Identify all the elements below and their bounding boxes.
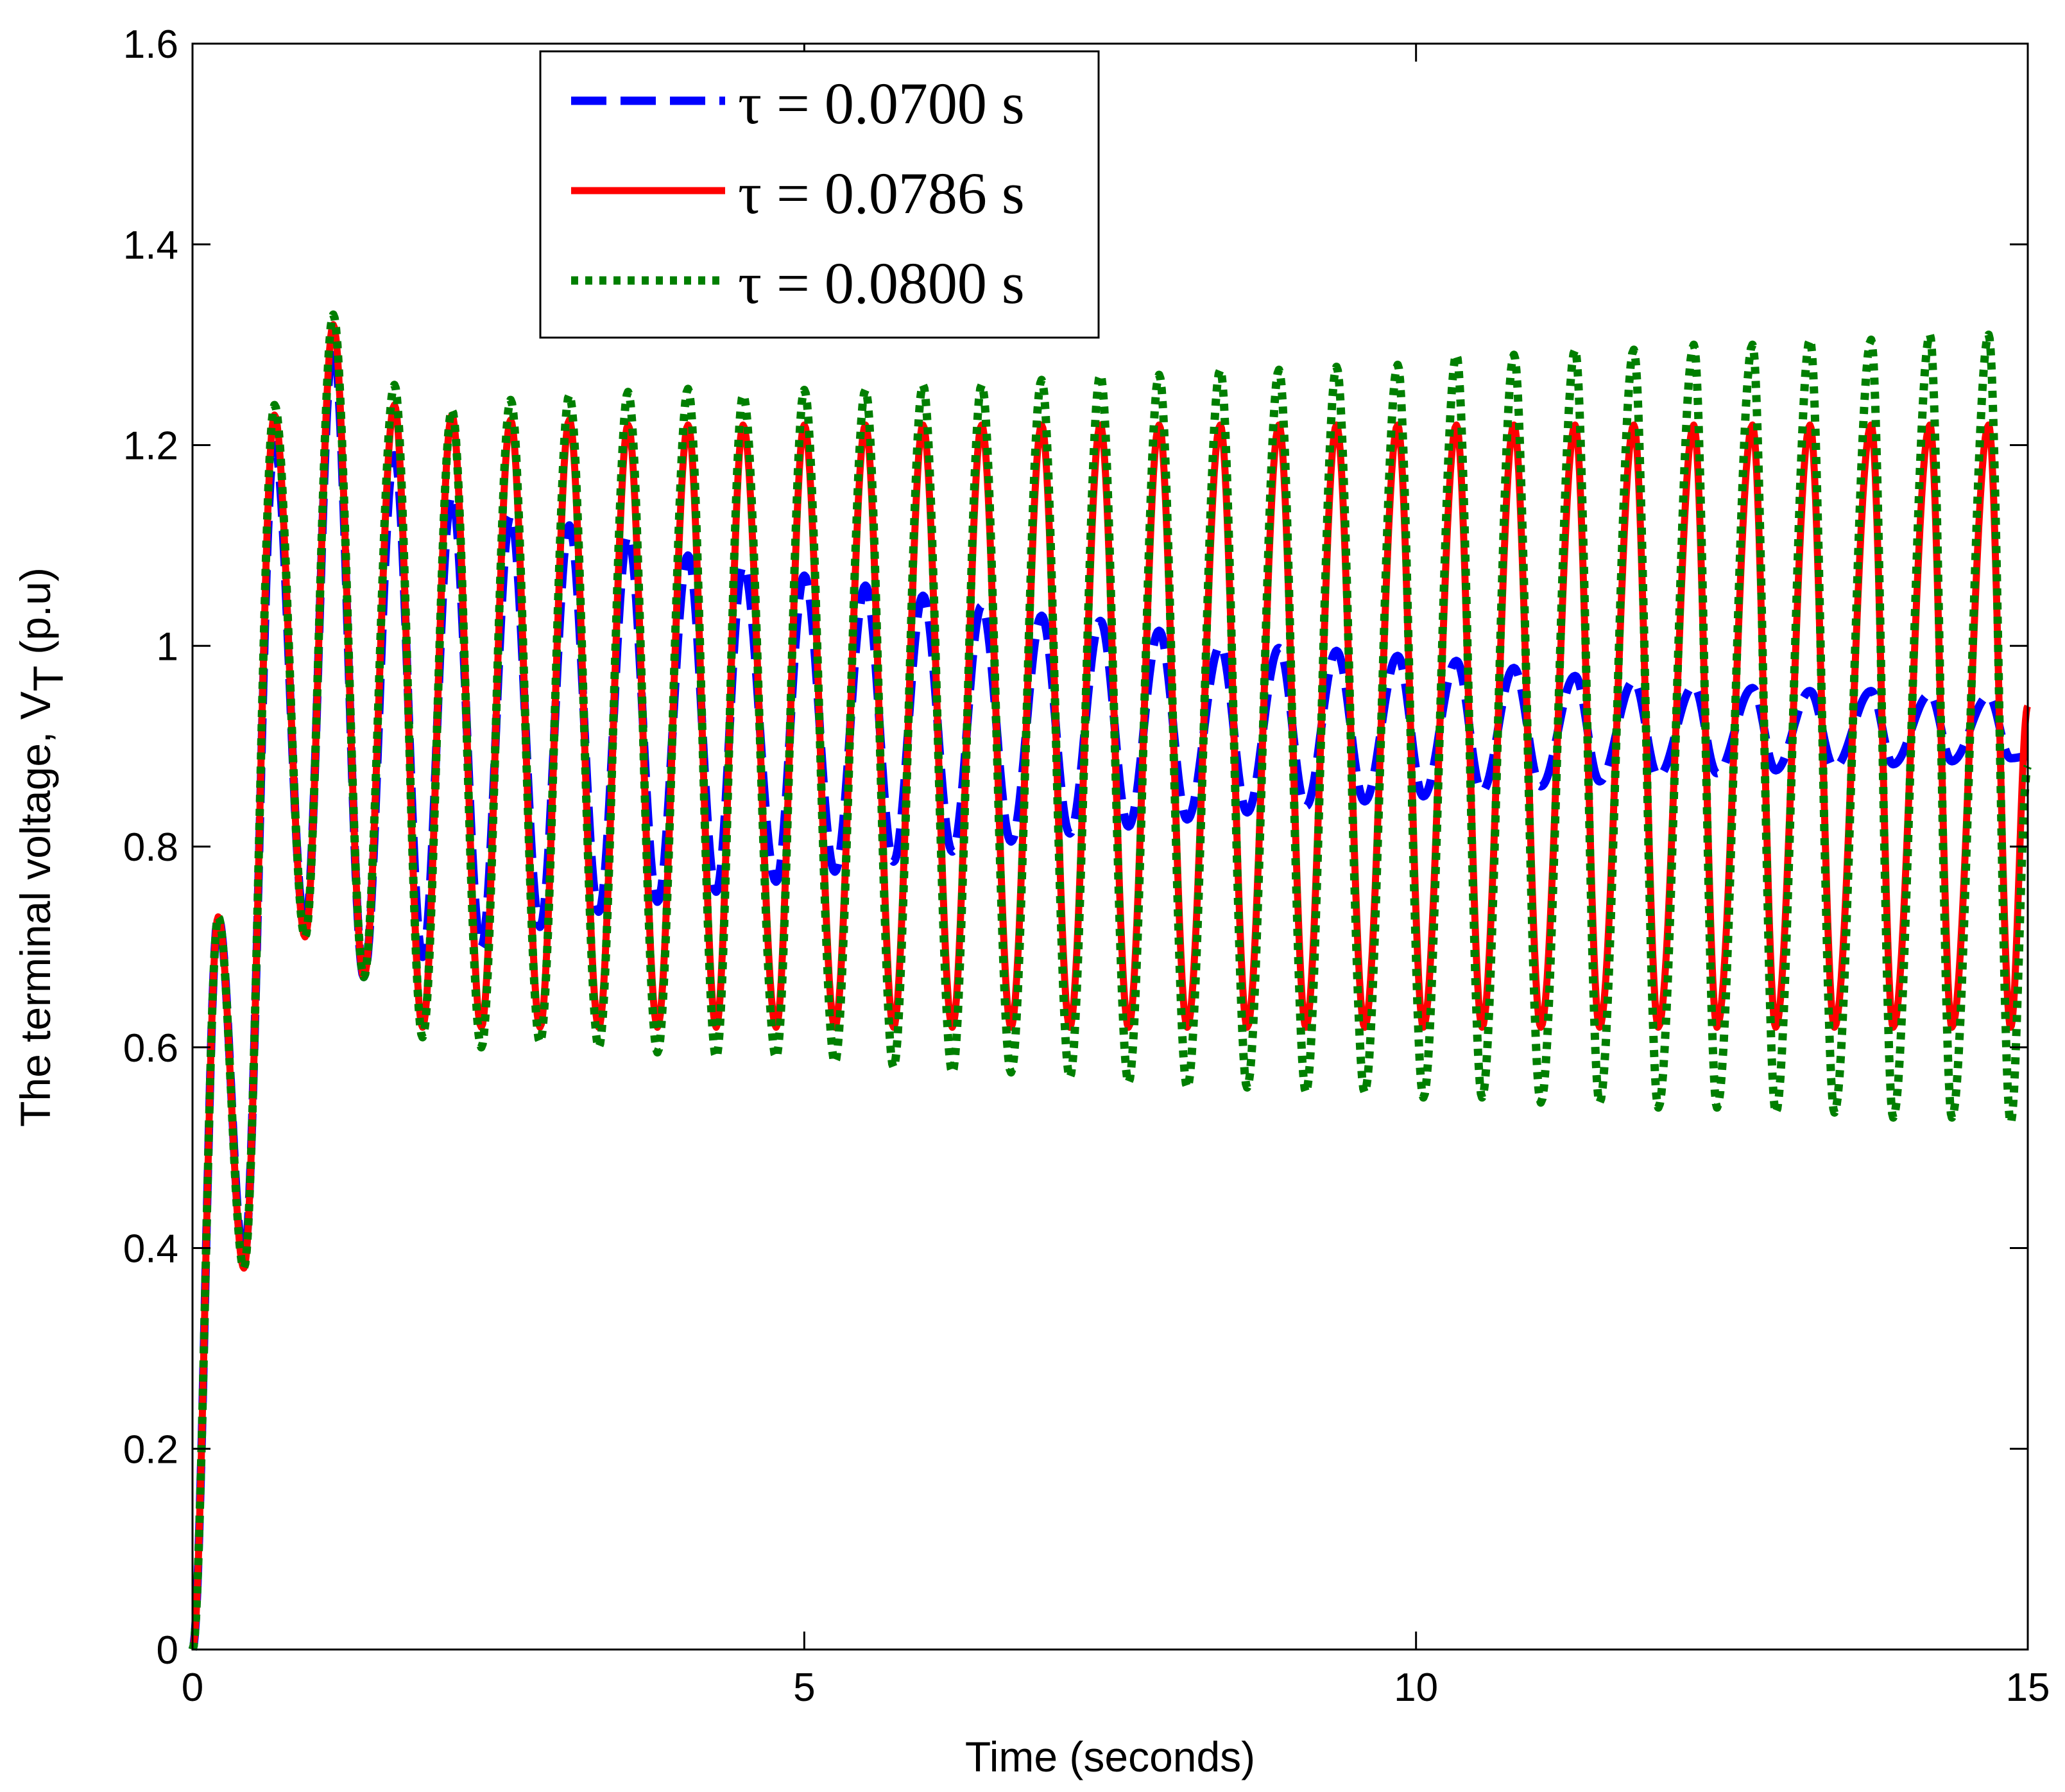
x-axis-label: Time (seconds) <box>965 1733 1255 1780</box>
y-tick-label: 0.8 <box>123 825 178 870</box>
y-tick-label: 1.6 <box>123 22 178 67</box>
legend: τ = 0.0700 s τ = 0.0786 s τ = 0.0800 s <box>539 50 1100 339</box>
y-tick-label: 1 <box>157 625 178 669</box>
y-axis-label-subscript: T <box>24 666 72 691</box>
y-axis-label: The terminal voltage, VT (p.u) <box>12 567 72 1127</box>
svg-text:The terminal voltage, VT (p.u: The terminal voltage, VT (p.u) <box>12 567 72 1127</box>
y-tick-label: 1.2 <box>123 424 178 469</box>
legend-label-tau-0800: τ = 0.0800 s <box>738 250 1025 316</box>
x-tick-label: 15 <box>2006 1666 2050 1710</box>
legend-label-tau-0786: τ = 0.0786 s <box>738 160 1025 226</box>
x-tick-label: 10 <box>1394 1666 1438 1710</box>
series-line-2 <box>188 310 2032 1651</box>
y-tick-label: 0.2 <box>123 1427 178 1472</box>
x-tick-label: 5 <box>793 1666 815 1710</box>
y-tick-label: 0.6 <box>123 1026 178 1071</box>
x-tick-label: 0 <box>182 1666 203 1710</box>
legend-label-tau-0700: τ = 0.0700 s <box>738 71 1025 136</box>
series-layer <box>188 310 2032 1651</box>
y-tick-label: 0 <box>157 1628 178 1673</box>
y-axis-label-main: The terminal voltage, V <box>12 691 59 1127</box>
y-tick-label: 0.4 <box>123 1227 178 1271</box>
y-axis-label-unit: (p.u) <box>12 567 59 666</box>
y-tick-label: 1.4 <box>123 223 178 268</box>
ticks-layer: 0 5 10 15 0 0.2 0.4 0.6 0.8 1 1.2 1.4 1.6 <box>123 22 2050 1710</box>
